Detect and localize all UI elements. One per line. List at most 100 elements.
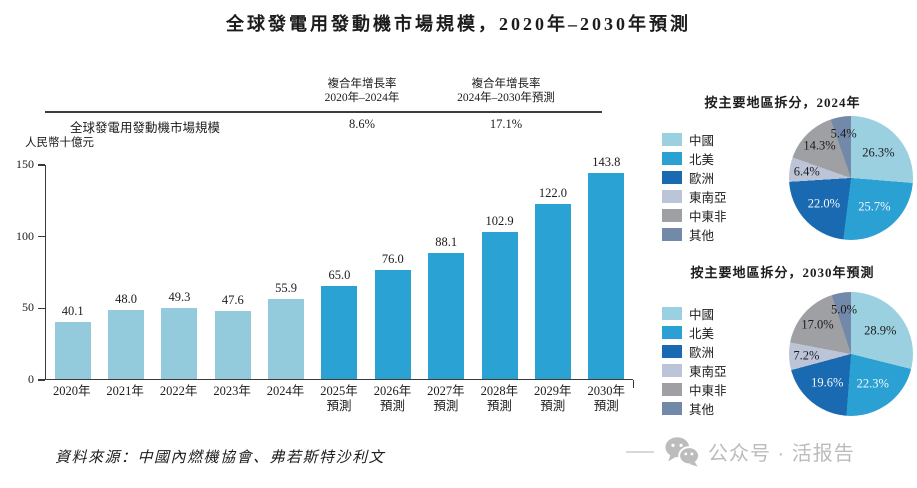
bar-value-label: 88.1: [435, 234, 458, 249]
legend-swatch: [662, 228, 682, 241]
pie-chart-2024: 26.3% 25.7% 22.0% 6.4% 14.3% 5.4%: [789, 116, 913, 240]
bar-slot: 76.0: [366, 252, 419, 379]
cagr-value-2020-2024: 8.6%: [348, 117, 376, 131]
cagr-table: 複合年增長率 2020年–2024年 複合年增長率 2024年–2030年預測 …: [25, 78, 645, 136]
legend-item: 中國: [662, 304, 727, 323]
pie-slice-label: 5.4%: [830, 126, 857, 141]
legend-label: 中東非: [689, 210, 727, 224]
y-axis-tick-label: 150: [16, 157, 34, 171]
bar: [54, 321, 91, 379]
bar: [534, 204, 571, 379]
x-axis-category-label: 2029年 預測: [534, 384, 572, 413]
bar-plot-slots: 40.1 48.0 49.3 47.6 55.9 65.0 76.0 88.1 102.9 122…: [46, 155, 633, 379]
bar: [268, 298, 305, 379]
legend-item: 其他: [662, 399, 727, 418]
pie-slice-label: 22.0%: [807, 196, 841, 210]
y-axis-tick-label: 100: [16, 228, 34, 243]
bar: [108, 310, 145, 379]
bar-x-labels: 2020年 2021年 2022年 2023年 2024年 2025年 預測 2026年 預測 2…: [45, 384, 633, 413]
bar: [428, 252, 465, 379]
bar-slot: 40.1: [46, 304, 99, 379]
bar-value-label: 49.3: [168, 290, 191, 305]
legend-swatch: [662, 209, 682, 222]
pie-slice-label: 6.4%: [793, 164, 820, 179]
y-axis-tick: [38, 235, 45, 238]
bar-value-label: 143.8: [592, 154, 621, 169]
x-axis-category-label: 2020年: [52, 384, 91, 398]
cagr-col1-header-line1: 複合年增長率: [327, 78, 397, 90]
bar: [481, 231, 518, 379]
pie-slice-label: 14.3%: [803, 138, 836, 153]
legend-label: 北美: [689, 153, 715, 167]
legend-swatch: [662, 190, 682, 203]
bar-chart-plot-area: 0 50 100 150 40.1 48.0 49.3 47.6 55.9 65.0 76.0 88…: [16, 155, 634, 388]
legend-label: 東南亞: [689, 191, 727, 205]
pie-slice-label: 19.6%: [811, 375, 844, 390]
legend-label: 北美: [689, 327, 715, 341]
legend-label: 中國: [689, 308, 715, 322]
regional-breakdown-panel: 按主要地區拆分，2024年 中國 北美 歐洲 東南亞 中東非 其他 26.3% 25.7% 2…: [648, 88, 917, 440]
cagr-table-divider: [45, 111, 602, 113]
y-axis-unit-label: 人民幣十億元: [25, 137, 94, 149]
cagr-col1-header: 複合年增長率 2020年–2024年: [262, 78, 462, 105]
x-axis-end-tick: [632, 380, 634, 388]
y-axis-tick: [38, 164, 45, 166]
legend-swatch: [662, 383, 682, 396]
x-axis-category-label: 2027年 預測: [427, 384, 465, 413]
legend-item: 歐洲: [662, 168, 727, 187]
wechat-icon: [665, 437, 700, 467]
bar-value-label: 47.6: [221, 292, 244, 307]
bar-slot: 122.0: [526, 186, 579, 379]
cagr-value-2024-2030: 17.1%: [489, 117, 523, 131]
pie-slice-label: 5.0%: [830, 302, 858, 317]
watermark-divider-line: [626, 450, 654, 453]
bar-slot: 48.0: [99, 292, 152, 379]
cagr-row-label: 全球發電用發動機市場規模: [70, 121, 221, 135]
bar-value-label: 102.9: [485, 213, 514, 228]
legend-item: 其他: [662, 225, 727, 244]
bar-slot: 55.9: [259, 281, 312, 379]
legend-label: 中東非: [689, 384, 727, 398]
legend-swatch: [662, 133, 682, 146]
legend-label: 東南亞: [689, 365, 727, 379]
y-axis-tick-label: 50: [22, 300, 34, 315]
x-axis-category-label: 2021年: [106, 384, 144, 398]
pie-2030-title: 按主要地區拆分，2030年預測: [690, 265, 875, 280]
pie-slice-label: 26.3%: [862, 145, 895, 160]
legend-item: 北美: [662, 323, 727, 342]
watermark-text: 公众号 · 活报告: [708, 443, 855, 465]
bar-slot: 102.9: [473, 213, 526, 379]
legend-swatch: [662, 345, 682, 358]
bar: [321, 285, 358, 379]
bar-slot: 65.0: [313, 268, 366, 379]
pie-slice-label: 22.3%: [856, 376, 889, 391]
pie-slice-label: 25.7%: [858, 199, 891, 214]
x-axis-category-label: 2024年: [266, 384, 305, 398]
legend-item: 中東非: [662, 206, 727, 225]
pie-slice-label: 7.2%: [793, 348, 820, 363]
bar: [588, 172, 625, 379]
pie-slice-label: 28.9%: [864, 323, 897, 338]
legend-item: 中東非: [662, 380, 727, 399]
pie-section-2030: 按主要地區拆分，2030年預測 中國 北美 歐洲 東南亞 中東非 其他 28.9% 22.3…: [648, 258, 917, 438]
pie-chart-2030: 28.9% 22.3% 19.6% 7.2% 17.0% 5.0%: [789, 292, 913, 416]
legend-swatch: [662, 326, 682, 339]
legend-label: 其他: [689, 403, 715, 417]
legend-label: 其他: [689, 229, 715, 243]
watermark: 公众号 · 活报告: [626, 436, 855, 467]
bar-value-label: 76.0: [381, 252, 404, 267]
pie-legend: 中國 北美 歐洲 東南亞 中東非 其他: [662, 130, 727, 244]
bar-slot: 143.8: [580, 155, 633, 379]
x-axis-category-label: 2025年 預測: [320, 384, 358, 413]
pie-2024-title: 按主要地區拆分，2024年: [704, 95, 861, 110]
pie-slice-label: 17.0%: [801, 317, 834, 331]
data-source-note: 資料來源：中國內燃機協會、弗若斯特沙利文: [55, 450, 386, 466]
cagr-col2-header-line1: 複合年增長率: [471, 78, 541, 90]
bar-slot: 47.6: [206, 293, 259, 379]
x-axis-category-label: 2028年 預測: [480, 384, 519, 413]
legend-swatch: [662, 171, 682, 184]
bar-value-label: 122.0: [538, 186, 567, 201]
bar: [374, 270, 411, 379]
bar-slot: 49.3: [153, 290, 206, 379]
